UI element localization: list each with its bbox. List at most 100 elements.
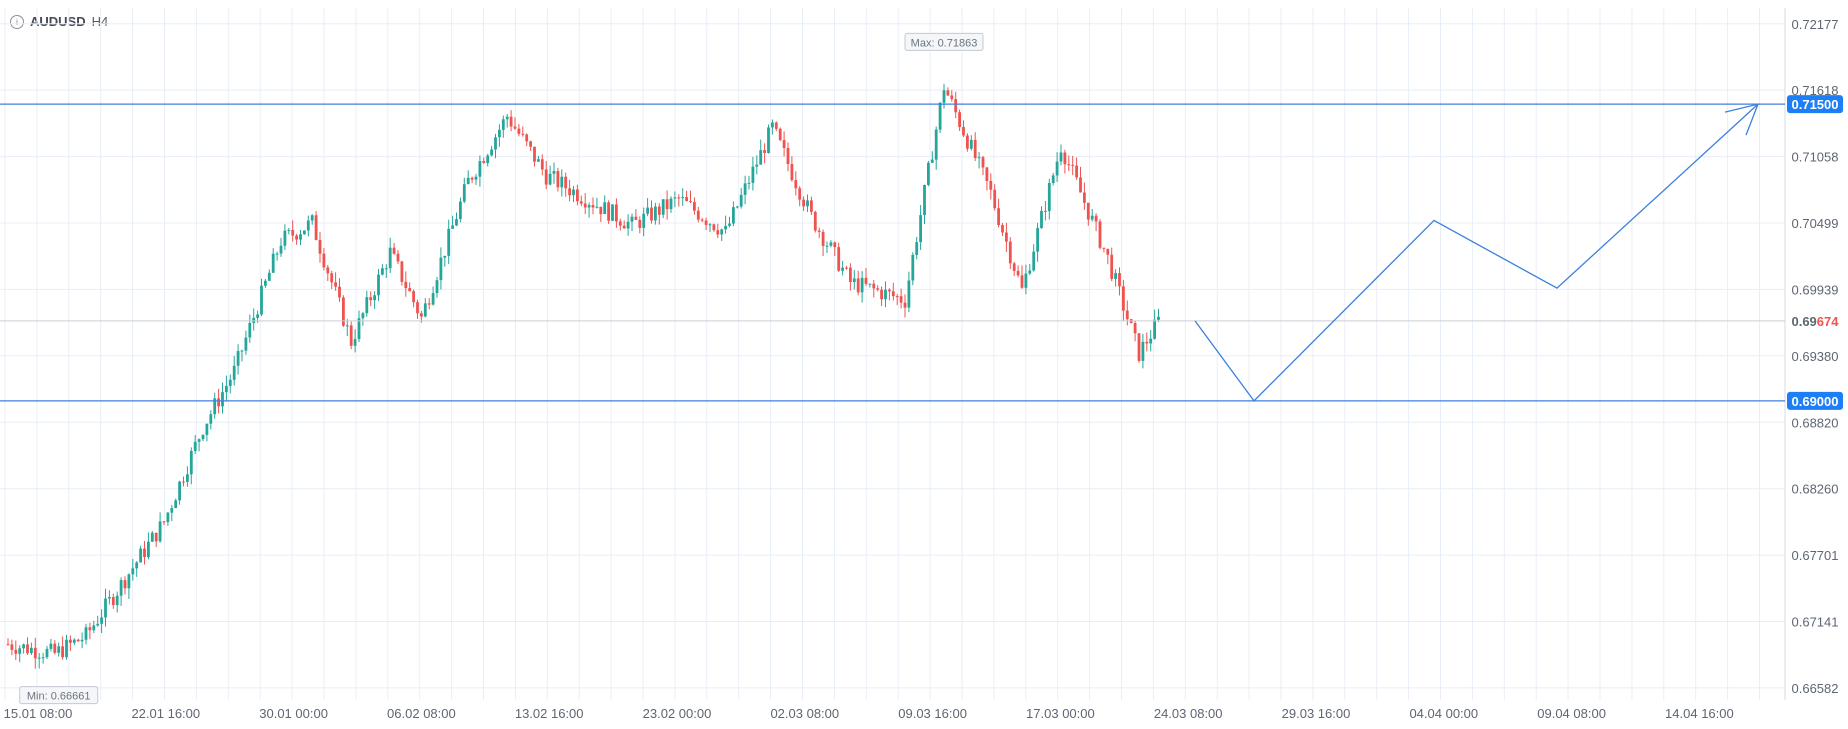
candle-up bbox=[708, 224, 712, 226]
candle-up bbox=[451, 225, 454, 229]
candle-up bbox=[572, 189, 575, 196]
x-tick-label: 24.03 08:00 bbox=[1154, 706, 1223, 721]
candle-up bbox=[287, 229, 291, 231]
candle-up bbox=[1055, 161, 1059, 176]
candle-up bbox=[767, 127, 770, 153]
candle-down bbox=[533, 146, 536, 162]
candle-up bbox=[806, 200, 809, 207]
candle-up bbox=[197, 439, 201, 442]
candle-up bbox=[724, 225, 727, 230]
candle-down bbox=[404, 281, 408, 289]
candle-down bbox=[1008, 241, 1012, 264]
candle-down bbox=[26, 644, 29, 654]
candle-down bbox=[821, 231, 825, 246]
candle-down bbox=[509, 116, 513, 127]
candle-up bbox=[115, 595, 119, 606]
candle-down bbox=[638, 219, 642, 228]
candle-down bbox=[696, 210, 700, 220]
candle-up bbox=[977, 157, 981, 159]
candle-down bbox=[700, 219, 704, 221]
y-tick-label: 0.66582 bbox=[1792, 681, 1839, 696]
candle-up bbox=[505, 116, 509, 120]
candle-up bbox=[466, 177, 470, 185]
candle-down bbox=[576, 189, 579, 202]
candle-up bbox=[829, 242, 833, 246]
candle-down bbox=[61, 646, 64, 658]
candle-down bbox=[10, 644, 14, 650]
candle-down bbox=[1079, 177, 1082, 193]
candle-up bbox=[1051, 175, 1055, 183]
candle-up bbox=[1036, 228, 1039, 252]
candle-up bbox=[1149, 338, 1153, 344]
info-icon[interactable]: i bbox=[10, 14, 24, 29]
max-label: Max: 0.71863 bbox=[911, 37, 978, 49]
candle-up bbox=[80, 639, 84, 642]
candle-down bbox=[1071, 164, 1075, 166]
candle-down bbox=[69, 639, 72, 643]
candle-up bbox=[271, 253, 275, 273]
candle-up bbox=[552, 171, 556, 174]
candle-down bbox=[993, 189, 997, 209]
candle-up bbox=[681, 197, 685, 199]
candle-down bbox=[1086, 202, 1090, 220]
x-tick-label: 15.01 08:00 bbox=[4, 706, 73, 721]
candle-up bbox=[236, 351, 240, 366]
candle-up bbox=[178, 481, 181, 501]
candle-down bbox=[782, 139, 786, 149]
candle-down bbox=[33, 647, 37, 659]
chart-header: i AUDUSD H4 bbox=[10, 14, 108, 29]
candle-up bbox=[45, 648, 49, 658]
candle-down bbox=[966, 135, 969, 149]
candle-up bbox=[256, 314, 259, 318]
candle-down bbox=[396, 253, 400, 262]
x-tick-label: 22.01 16:00 bbox=[131, 706, 200, 721]
candle-down bbox=[794, 180, 798, 189]
candle-up bbox=[345, 325, 349, 327]
candle-up bbox=[361, 313, 365, 319]
candle-down bbox=[349, 325, 353, 346]
candle-up bbox=[310, 215, 314, 221]
candle-up bbox=[41, 657, 45, 659]
candle-down bbox=[291, 229, 295, 236]
candle-up bbox=[1090, 215, 1094, 220]
candle-up bbox=[595, 206, 599, 208]
candle-down bbox=[864, 277, 868, 284]
candle-up bbox=[306, 220, 310, 231]
candle-up bbox=[669, 198, 673, 210]
candle-up bbox=[431, 293, 435, 305]
candle-up bbox=[139, 548, 142, 563]
candle-down bbox=[946, 90, 950, 96]
candle-up bbox=[279, 245, 283, 254]
candle-down bbox=[154, 532, 158, 542]
candle-down bbox=[763, 150, 766, 153]
candle-up bbox=[193, 441, 197, 451]
candle-down bbox=[338, 286, 341, 298]
candle-down bbox=[564, 176, 568, 189]
candle-up bbox=[852, 278, 856, 283]
candle-up bbox=[611, 204, 614, 221]
candle-up bbox=[1047, 182, 1051, 212]
candle-up bbox=[1141, 341, 1145, 361]
candle-down bbox=[1020, 275, 1024, 288]
x-tick-label: 06.02 08:00 bbox=[387, 706, 456, 721]
candle-down bbox=[334, 282, 337, 287]
x-tick-label: 23.02 00:00 bbox=[643, 706, 712, 721]
candle-down bbox=[330, 273, 334, 283]
candle-up bbox=[537, 159, 540, 162]
candle-down bbox=[53, 643, 57, 653]
x-tick-label: 09.04 08:00 bbox=[1537, 706, 1606, 721]
candle-up bbox=[934, 129, 938, 160]
candle-up bbox=[630, 216, 634, 222]
current-price-label: 0.69674 bbox=[1791, 314, 1839, 329]
candle-down bbox=[1098, 221, 1102, 248]
price-level-label: 0.69000 bbox=[1792, 394, 1839, 409]
candle-down bbox=[1125, 310, 1129, 320]
candle-down bbox=[615, 204, 618, 222]
candle-down bbox=[143, 548, 146, 558]
candle-down bbox=[599, 206, 603, 215]
candle-up bbox=[494, 137, 497, 150]
candle-up bbox=[1024, 273, 1028, 288]
candle-up bbox=[720, 229, 724, 235]
